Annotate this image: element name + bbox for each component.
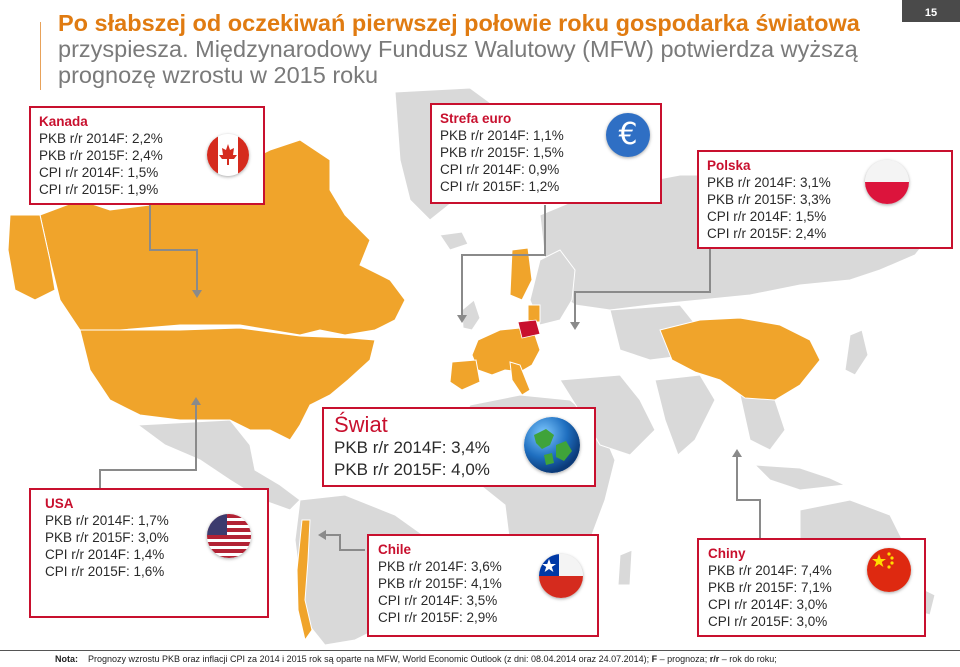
finland bbox=[509, 247, 533, 301]
chile-line-3: CPI r/r 2014F: 3,5% bbox=[378, 593, 498, 608]
strefa-line-2: PKB r/r 2015F: 1,5% bbox=[440, 145, 564, 160]
alaska bbox=[7, 214, 56, 301]
title-line-2: przyspiesza. Międzynarodowy Fundusz Walu… bbox=[58, 36, 858, 62]
euro-symbol: € bbox=[618, 117, 638, 152]
title-line-1: Po słabszej od oczekiwań pierwszej połow… bbox=[58, 10, 860, 36]
polska-line-1: PKB r/r 2014F: 3,1% bbox=[707, 175, 831, 190]
connector-arrows bbox=[191, 290, 742, 540]
box-title-polska: Polska bbox=[707, 158, 751, 173]
china-flag-icon bbox=[867, 548, 911, 592]
usa-line-2: PKB r/r 2015F: 3,0% bbox=[45, 530, 169, 545]
info-box-swiat: Świat PKB r/r 2014F: 3,4% PKB r/r 2015F:… bbox=[322, 407, 596, 487]
chile-flag-icon bbox=[539, 554, 583, 598]
box-title-strefa-euro: Strefa euro bbox=[440, 111, 512, 126]
canada-flag-icon bbox=[207, 134, 249, 176]
title-line-3: prognozę wzrostu w 2015 roku bbox=[58, 62, 379, 88]
chiny-line-3: CPI r/r 2014F: 3,0% bbox=[708, 597, 828, 612]
usa-line-4: CPI r/r 2015F: 1,6% bbox=[45, 564, 165, 579]
page-number: 15 bbox=[902, 0, 960, 22]
box-title-usa: USA bbox=[45, 496, 74, 511]
info-box-kanada: Kanada PKB r/r 2014F: 2,2% PKB r/r 2015F… bbox=[29, 106, 265, 205]
baltic bbox=[527, 304, 541, 323]
poland bbox=[517, 319, 541, 339]
chiny-line-1: PKB r/r 2014F: 7,4% bbox=[708, 563, 832, 578]
title-accent-line bbox=[40, 22, 41, 90]
box-title-kanada: Kanada bbox=[39, 114, 88, 129]
info-box-usa: USA PKB r/r 2014F: 1,7% PKB r/r 2015F: 3… bbox=[29, 488, 269, 618]
footnote-main: Prognozy wzrostu PKB oraz inflacji CPI z… bbox=[88, 654, 650, 664]
kanada-line-2: PKB r/r 2015F: 2,4% bbox=[39, 148, 163, 163]
iberia bbox=[449, 359, 481, 391]
info-box-strefa-euro: Strefa euro PKB r/r 2014F: 1,1% PKB r/r … bbox=[430, 103, 662, 204]
kanada-line-3: CPI r/r 2014F: 1,5% bbox=[39, 165, 159, 180]
info-box-chiny: Chiny PKB r/r 2014F: 7,4% PKB r/r 2015F:… bbox=[697, 538, 926, 637]
polska-line-2: PKB r/r 2015F: 3,3% bbox=[707, 192, 831, 207]
indonesia bbox=[753, 464, 847, 491]
chile-line-2: PKB r/r 2015F: 4,1% bbox=[378, 576, 502, 591]
chile bbox=[296, 519, 313, 642]
mexico bbox=[136, 419, 301, 511]
box-title-swiat: Świat bbox=[334, 412, 388, 437]
japan bbox=[844, 329, 869, 376]
europe-rest bbox=[529, 249, 576, 326]
kanada-line-1: PKB r/r 2014F: 2,2% bbox=[39, 131, 163, 146]
chiny-line-4: CPI r/r 2015F: 3,0% bbox=[708, 614, 828, 629]
italy bbox=[509, 361, 531, 396]
footnote-f-label: F bbox=[651, 654, 658, 664]
info-box-polska: Polska PKB r/r 2014F: 3,1% PKB r/r 2015F… bbox=[697, 150, 953, 249]
southeast-asia bbox=[739, 394, 786, 451]
footnote: Nota: Prognozy wzrostu PKB oraz inflacji… bbox=[0, 650, 960, 666]
poland-flag-icon bbox=[865, 160, 909, 204]
kanada-line-4: CPI r/r 2015F: 1,9% bbox=[39, 182, 159, 197]
chile-line-4: CPI r/r 2015F: 2,9% bbox=[378, 610, 498, 625]
box-title-chile: Chile bbox=[378, 542, 412, 557]
connectors bbox=[99, 205, 761, 551]
strefa-line-1: PKB r/r 2014F: 1,1% bbox=[440, 128, 564, 143]
india bbox=[654, 374, 716, 456]
china bbox=[659, 317, 821, 401]
euro-icon: € bbox=[606, 113, 650, 157]
strefa-line-4: CPI r/r 2015F: 1,2% bbox=[440, 179, 560, 194]
info-box-chile: Chile PKB r/r 2014F: 3,6% PKB r/r 2015F:… bbox=[367, 534, 599, 637]
usa-line-3: CPI r/r 2014F: 1,4% bbox=[45, 547, 165, 562]
page-title: Po słabszej od oczekiwań pierwszej połow… bbox=[58, 10, 878, 88]
usa-flag-icon bbox=[207, 514, 251, 558]
footnote-f-text: – prognoza; bbox=[659, 654, 708, 664]
footnote-rr-text: – rok do roku; bbox=[721, 654, 777, 664]
iceland bbox=[439, 231, 469, 251]
footnote-label: Nota: bbox=[55, 654, 78, 664]
swiat-line-2: PKB r/r 2015F: 4,0% bbox=[334, 460, 490, 479]
footnote-text: Prognozy wzrostu PKB oraz inflacji CPI z… bbox=[88, 651, 777, 667]
box-title-chiny: Chiny bbox=[708, 546, 746, 561]
polska-line-4: CPI r/r 2015F: 2,4% bbox=[707, 226, 827, 241]
uk bbox=[461, 299, 481, 331]
chile-line-1: PKB r/r 2014F: 3,6% bbox=[378, 559, 502, 574]
usa-line-1: PKB r/r 2014F: 1,7% bbox=[45, 513, 169, 528]
madagascar bbox=[617, 549, 633, 586]
chiny-line-2: PKB r/r 2015F: 7,1% bbox=[708, 580, 832, 595]
globe-icon bbox=[524, 417, 580, 473]
land-highlight bbox=[7, 139, 821, 642]
footnote-rr-label: r/r bbox=[709, 654, 720, 664]
polska-line-3: CPI r/r 2014F: 1,5% bbox=[707, 209, 827, 224]
strefa-line-3: CPI r/r 2014F: 0,9% bbox=[440, 162, 560, 177]
swiat-line-1: PKB r/r 2014F: 3,4% bbox=[334, 438, 490, 457]
usa bbox=[79, 327, 376, 441]
